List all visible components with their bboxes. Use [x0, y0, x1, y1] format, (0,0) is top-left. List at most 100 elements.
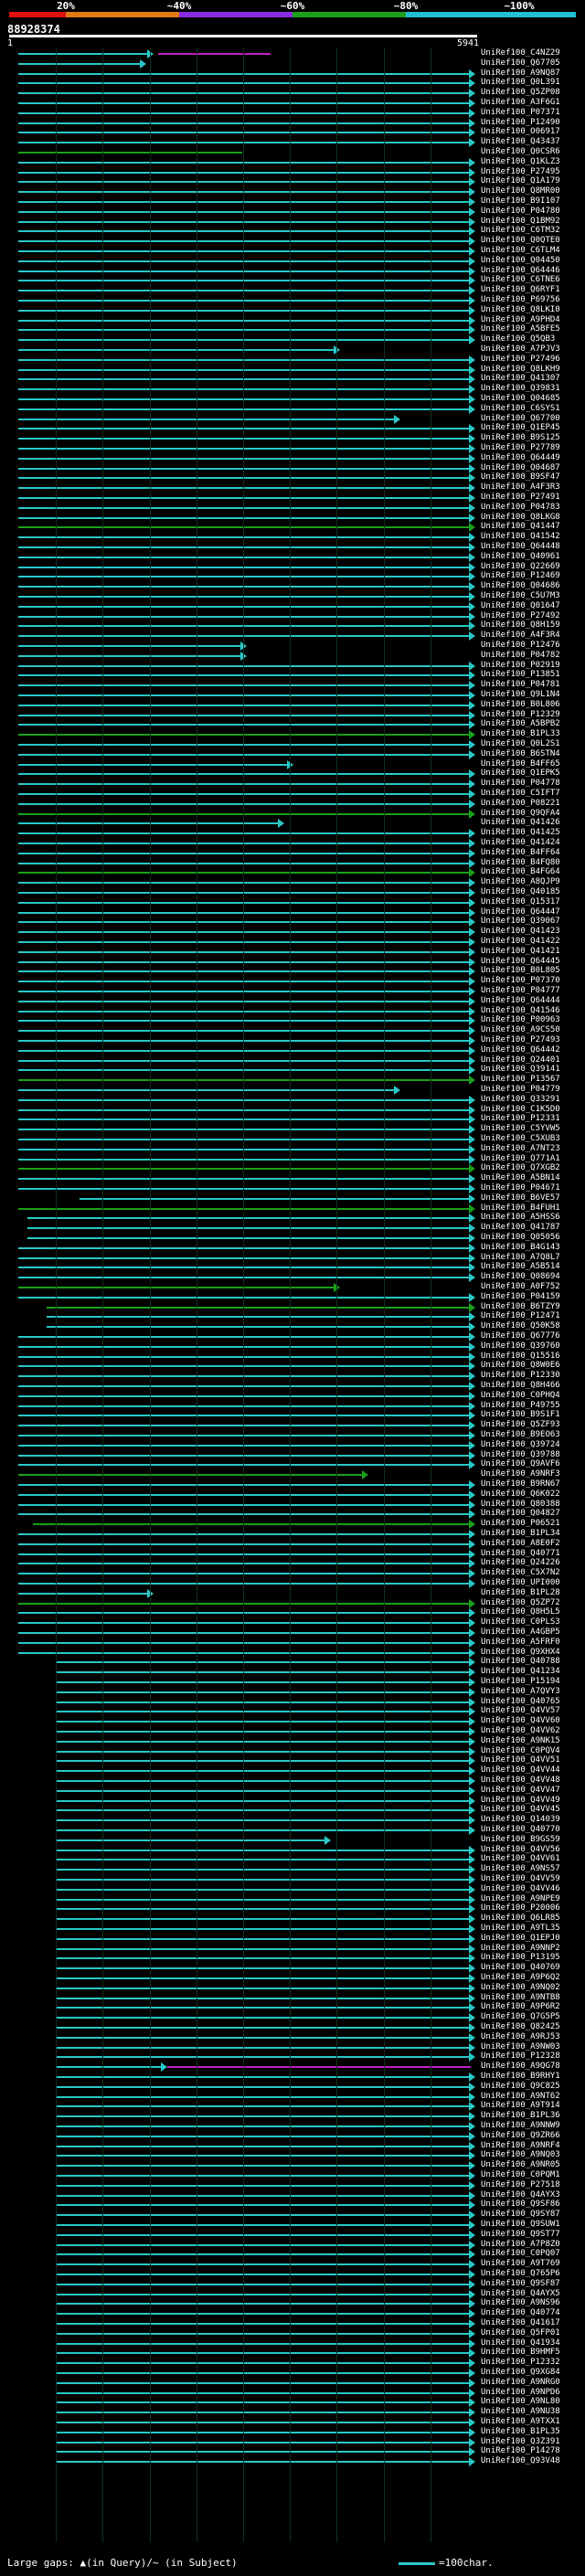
hit-id-link[interactable]: UniRef100_A9TXX1 — [481, 2417, 560, 2426]
hit-id-link[interactable]: UniRef100_P06521 — [481, 1519, 560, 1529]
alignment-row[interactable]: UniRef100_B6VE57 — [0, 1193, 585, 1205]
hit-id-link[interactable]: UniRef100_Q765P6 — [481, 2269, 560, 2278]
hit-id-link[interactable]: UniRef100_Q8H466 — [481, 1381, 560, 1390]
alignment-row[interactable]: UniRef100_Q22669 — [0, 561, 585, 574]
alignment-row[interactable]: UniRef100_Q6K022 — [0, 1489, 585, 1501]
alignment-row[interactable]: UniRef100_P12471 — [0, 1310, 585, 1323]
alignment-row[interactable]: UniRef100_Q8W0E6 — [0, 1360, 585, 1373]
hit-id-link[interactable]: UniRef100_Q5QB3 — [481, 334, 556, 345]
hit-id-link[interactable]: UniRef100_Q0L391 — [481, 78, 560, 88]
alignment-row[interactable]: UniRef100_A7NT23 — [0, 1143, 585, 1156]
hit-id-link[interactable]: UniRef100_A0F752 — [481, 1282, 560, 1291]
alignment-row[interactable]: UniRef100_A9NW03 — [0, 2041, 585, 2054]
hit-id-link[interactable]: UniRef100_P13567 — [481, 1075, 560, 1085]
alignment-row[interactable]: UniRef100_C0PQV4 — [0, 1745, 585, 1758]
hit-id-link[interactable]: UniRef100_Q40185 — [481, 887, 560, 896]
hit-id-link[interactable]: UniRef100_Q1A179 — [481, 176, 560, 186]
alignment-row[interactable]: UniRef100_Q40961 — [0, 551, 585, 564]
alignment-row[interactable]: UniRef100_A9P6Q2 — [0, 1972, 585, 1985]
alignment-row[interactable]: UniRef100_A7QVY3 — [0, 1686, 585, 1699]
hit-id-link[interactable]: UniRef100_P04779 — [481, 1085, 560, 1094]
hit-id-link[interactable]: UniRef100_Q22669 — [481, 561, 560, 571]
alignment-row[interactable]: UniRef100_Q4VV60 — [0, 1715, 585, 1728]
alignment-row[interactable]: UniRef100_P13567 — [0, 1074, 585, 1087]
hit-id-link[interactable]: UniRef100_B1PL36 — [481, 2111, 560, 2121]
alignment-row[interactable]: UniRef100_O06917 — [0, 126, 585, 139]
alignment-row[interactable]: UniRef100_A9NU38 — [0, 2406, 585, 2419]
hit-id-link[interactable]: UniRef100_Q39724 — [481, 1439, 560, 1449]
alignment-row[interactable]: UniRef100_Q8LKG8 — [0, 512, 585, 525]
alignment-row[interactable]: UniRef100_Q1KLZ3 — [0, 156, 585, 169]
hit-id-link[interactable]: UniRef100_Q15317 — [481, 896, 560, 906]
hit-id-link[interactable]: UniRef100_Q9XG84 — [481, 2368, 560, 2377]
hit-id-link[interactable]: UniRef100_Q4VV45 — [481, 1805, 560, 1815]
alignment-row[interactable]: UniRef100_Q41423 — [0, 926, 585, 938]
alignment-row[interactable]: UniRef100_P27491 — [0, 492, 585, 504]
hit-id-link[interactable]: UniRef100_B9S1F1 — [481, 1410, 560, 1420]
hit-id-link[interactable]: UniRef100_Q4VV48 — [481, 1776, 560, 1785]
alignment-row[interactable]: UniRef100_A9NQ03 — [0, 2149, 585, 2162]
hit-id-link[interactable]: UniRef100_Q771A1 — [481, 1153, 560, 1163]
alignment-row[interactable]: UniRef100_Q01647 — [0, 600, 585, 613]
alignment-row[interactable]: UniRef100_P27518 — [0, 2179, 585, 2192]
hit-id-link[interactable]: UniRef100_Q1EP45 — [481, 423, 560, 433]
alignment-row[interactable]: UniRef100_C5YVW5 — [0, 1123, 585, 1136]
hit-id-link[interactable]: UniRef100_P13851 — [481, 670, 560, 680]
alignment-row[interactable]: UniRef100_Q40185 — [0, 886, 585, 899]
hit-id-link[interactable]: UniRef100_P27492 — [481, 610, 560, 620]
hit-id-link[interactable]: UniRef100_Q41542 — [481, 532, 560, 542]
hit-id-link[interactable]: UniRef100_A9NQ03 — [481, 2150, 560, 2160]
alignment-row[interactable]: UniRef100_Q1A179 — [0, 175, 585, 188]
alignment-row[interactable]: UniRef100_A9NR05 — [0, 2159, 585, 2172]
hit-id-link[interactable]: UniRef100_Q0CSR6 — [481, 147, 560, 156]
alignment-row[interactable]: UniRef100_Q04827 — [0, 1508, 585, 1521]
hit-id-link[interactable]: UniRef100_Q41424 — [481, 838, 560, 847]
alignment-row[interactable]: UniRef100_P04671 — [0, 1182, 585, 1195]
hit-id-link[interactable]: UniRef100_Q4VV44 — [481, 1765, 560, 1776]
alignment-row[interactable]: UniRef100_P06521 — [0, 1518, 585, 1531]
alignment-row[interactable]: UniRef100_Q04687 — [0, 462, 585, 475]
hit-id-link[interactable]: UniRef100_Q41426 — [481, 818, 560, 828]
alignment-row[interactable]: UniRef100_C0PQM1 — [0, 2169, 585, 2182]
hit-id-link[interactable]: UniRef100_Q8H159 — [481, 620, 560, 631]
hit-id-link[interactable]: UniRef100_Q41425 — [481, 828, 560, 838]
hit-id-link[interactable]: UniRef100_A5B514 — [481, 1262, 560, 1272]
alignment-row[interactable]: UniRef100_P04783 — [0, 502, 585, 514]
hit-id-link[interactable]: UniRef100_Q41934 — [481, 2337, 560, 2348]
hit-id-link[interactable]: UniRef100_Q15516 — [481, 1351, 560, 1361]
alignment-row[interactable]: UniRef100_Q64449 — [0, 452, 585, 465]
hit-id-link[interactable]: UniRef100_P27495 — [481, 166, 560, 176]
hit-id-link[interactable]: UniRef100_Q04687 — [481, 462, 560, 472]
alignment-row[interactable]: UniRef100_Q4VV44 — [0, 1765, 585, 1777]
hit-id-link[interactable]: UniRef100_Q41617 — [481, 2318, 560, 2327]
hit-id-link[interactable]: UniRef100_A9NL80 — [481, 2397, 560, 2407]
alignment-row[interactable]: UniRef100_P12330 — [0, 1370, 585, 1383]
hit-id-link[interactable]: UniRef100_Q0L2S1 — [481, 739, 560, 748]
alignment-row[interactable]: UniRef100_P04777 — [0, 985, 585, 998]
alignment-row[interactable]: UniRef100_Q39760 — [0, 1341, 585, 1353]
alignment-row[interactable]: UniRef100_B4G143 — [0, 1242, 585, 1255]
alignment-row[interactable]: UniRef100_A8QJP9 — [0, 876, 585, 889]
alignment-row[interactable]: UniRef100_A8E0F2 — [0, 1538, 585, 1551]
alignment-row[interactable]: UniRef100_Q0QTE0 — [0, 235, 585, 248]
alignment-row[interactable]: UniRef100_Q4VV62 — [0, 1725, 585, 1738]
alignment-row[interactable]: UniRef100_Q9SY87 — [0, 2209, 585, 2221]
alignment-row[interactable]: UniRef100_B9S125 — [0, 432, 585, 445]
alignment-row[interactable]: UniRef100_A4F3R3 — [0, 482, 585, 494]
hit-id-link[interactable]: UniRef100_B9GS59 — [481, 1834, 560, 1844]
hit-id-link[interactable]: UniRef100_Q24401 — [481, 1055, 560, 1065]
hit-id-link[interactable]: UniRef100_C6TM32 — [481, 226, 560, 236]
alignment-row[interactable]: UniRef100_Q9SF86 — [0, 2199, 585, 2211]
alignment-row[interactable]: UniRef100_A9NQ02 — [0, 1982, 585, 1995]
hit-id-link[interactable]: UniRef100_Q6RYF1 — [481, 285, 560, 295]
hit-id-link[interactable]: UniRef100_Q9SUW1 — [481, 2220, 560, 2229]
hit-id-link[interactable]: UniRef100_P27491 — [481, 493, 560, 502]
hit-id-link[interactable]: UniRef100_Q40769 — [481, 1963, 560, 1973]
alignment-row[interactable]: UniRef100_Q41421 — [0, 946, 585, 959]
hit-id-link[interactable]: UniRef100_Q04827 — [481, 1509, 560, 1519]
alignment-row[interactable]: UniRef100_A5BPB2 — [0, 718, 585, 731]
alignment-row[interactable]: UniRef100_P12469 — [0, 570, 585, 583]
hit-id-link[interactable]: UniRef100_Q41307 — [481, 374, 560, 384]
hit-id-link[interactable]: UniRef100_Q39788 — [481, 1449, 560, 1459]
hit-id-link[interactable]: UniRef100_Q4VV61 — [481, 1854, 560, 1864]
